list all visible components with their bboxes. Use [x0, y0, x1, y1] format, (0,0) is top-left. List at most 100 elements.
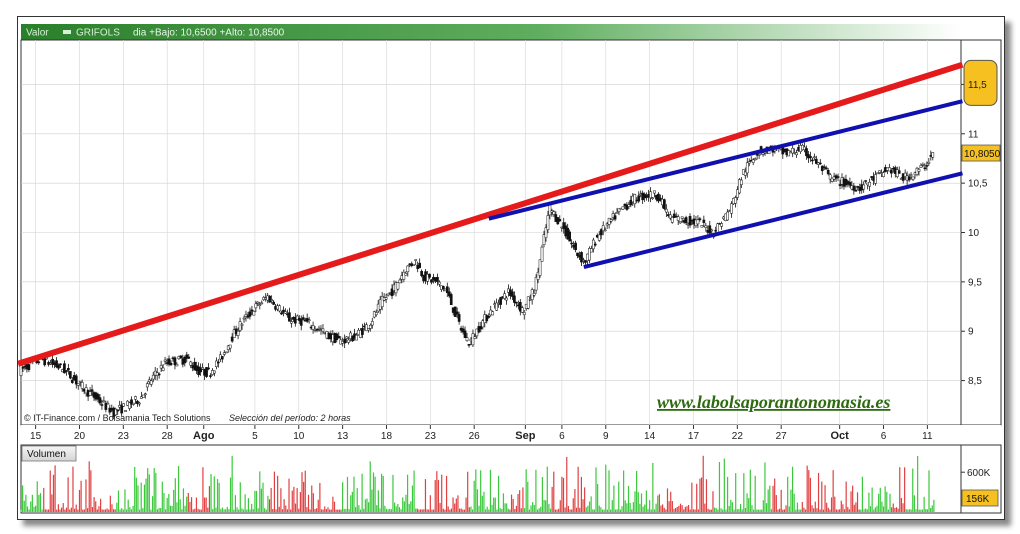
- candle-body: [734, 197, 737, 204]
- candle: [272, 300, 275, 306]
- candle-body: [757, 154, 761, 156]
- header-bar: [21, 24, 961, 40]
- candle-body: [761, 152, 765, 155]
- x-tick-label: 20: [74, 431, 86, 442]
- candle: [430, 279, 433, 285]
- candle-body: [651, 197, 654, 200]
- candle: [515, 301, 518, 308]
- candle-body: [550, 210, 554, 213]
- candle-body: [134, 396, 137, 400]
- candle: [355, 332, 358, 341]
- candle: [532, 289, 536, 298]
- candle: [738, 178, 741, 195]
- candle: [927, 157, 931, 166]
- candle-body: [730, 203, 733, 214]
- candle: [534, 274, 538, 294]
- candle: [368, 323, 372, 332]
- price-y-axis: 8,5 9 9,5 10 10,5 11 11,5 10,8050: [961, 59, 1001, 387]
- candle-body: [552, 211, 556, 215]
- candle-body: [270, 299, 273, 301]
- candle: [90, 384, 94, 397]
- candle: [546, 210, 550, 234]
- candle-body: [696, 219, 700, 225]
- candle-body: [828, 174, 832, 180]
- candle-body: [503, 293, 506, 299]
- candle-body: [404, 273, 408, 276]
- candle: [536, 267, 540, 284]
- candle-body: [479, 326, 483, 330]
- candle: [199, 363, 202, 376]
- candle-body: [534, 276, 538, 291]
- candle: [680, 216, 684, 223]
- candle: [307, 316, 311, 324]
- candle: [374, 309, 378, 317]
- volume-tick-label: 600K: [967, 468, 991, 479]
- candle-body: [876, 172, 879, 175]
- candle-body: [665, 208, 668, 213]
- candle-body: [63, 363, 66, 374]
- candle: [120, 401, 124, 417]
- candle: [876, 172, 879, 175]
- candle: [753, 157, 757, 161]
- candle: [414, 259, 418, 266]
- candle-body: [927, 161, 931, 164]
- candle: [609, 218, 613, 224]
- candle: [78, 380, 82, 387]
- candle-body: [236, 330, 240, 336]
- x-tick-label: 28: [162, 431, 174, 442]
- candle-body: [657, 193, 660, 202]
- candle: [445, 282, 449, 297]
- candle-body: [406, 265, 410, 273]
- candle: [169, 360, 173, 366]
- candle-body: [307, 319, 311, 321]
- candle-body: [445, 286, 449, 293]
- candle-body: [813, 156, 816, 159]
- candle-body: [538, 259, 542, 276]
- candle-body: [173, 357, 177, 366]
- candle-body: [911, 176, 915, 180]
- candle-body: [238, 321, 242, 331]
- candle-body: [684, 217, 688, 224]
- candle-body: [795, 152, 798, 156]
- candle-body: [447, 291, 451, 297]
- candle-body: [515, 301, 518, 304]
- volume-last-label: 156K: [966, 494, 990, 505]
- candle-body: [599, 229, 603, 236]
- candle: [132, 402, 135, 406]
- candle: [254, 300, 258, 313]
- candle-body: [187, 356, 191, 359]
- candle: [836, 173, 840, 182]
- candle: [248, 307, 252, 320]
- candle-body: [633, 193, 637, 205]
- candle-body: [848, 181, 852, 186]
- candle-body: [542, 234, 546, 245]
- candle-body: [621, 206, 625, 210]
- candle: [258, 301, 262, 310]
- candle-body: [209, 375, 212, 377]
- candle: [745, 157, 749, 178]
- candle-body: [51, 358, 54, 365]
- candle: [518, 298, 522, 316]
- candle: [471, 329, 475, 348]
- candle-body: [284, 311, 287, 314]
- candle: [398, 278, 402, 284]
- candle-body: [738, 179, 741, 194]
- candle: [290, 317, 293, 328]
- candle-body: [351, 335, 354, 342]
- candle: [74, 374, 78, 389]
- candle-body: [430, 279, 433, 283]
- candle: [909, 172, 913, 180]
- candle: [704, 222, 708, 232]
- candle: [481, 318, 485, 330]
- candle: [814, 155, 818, 165]
- candle: [921, 162, 925, 167]
- website-watermark[interactable]: www.labolsaporantonomasia.es: [657, 392, 890, 412]
- candle-body: [290, 321, 293, 324]
- candle-body: [878, 170, 881, 173]
- candle-body: [380, 296, 384, 308]
- candle: [236, 327, 240, 340]
- candle-body: [495, 302, 498, 311]
- candle: [106, 400, 110, 405]
- candle-body: [627, 204, 631, 207]
- candle-body: [207, 367, 210, 370]
